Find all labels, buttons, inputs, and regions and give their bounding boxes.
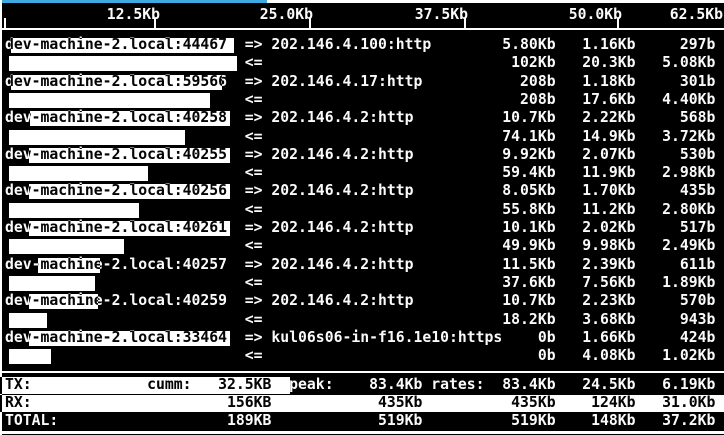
connection-7-rx-rate-bar <box>9 275 95 291</box>
scale-tick-mark <box>4 18 6 30</box>
window-bottom-border <box>0 431 724 434</box>
connection-6-rx-rate-bar <box>9 239 124 255</box>
summary-total: TOTAL: 189KB 519Kb 519Kb 148Kb 37.2Kb <box>0 412 724 431</box>
connection-9-rx-text: <= 0b 4.08Kb 1.02Kb <box>5 347 716 365</box>
connection-4-tx: dev-machine-2.local:40255 => 202.146.4.2… <box>0 146 724 165</box>
connection-2-tx: dev-machine-2.local:59566 => 202.146.4.1… <box>0 73 724 92</box>
summary-tx: TX: cumm: 32.5KB peak: 83.4Kb rates: 83.… <box>0 376 724 395</box>
scale-tick-label: 12.5Kb <box>106 6 160 23</box>
connection-8-tx: dev-machine-2.local:40259 => 202.146.4.2… <box>0 292 724 311</box>
summary-rx-rate-bar <box>0 394 724 412</box>
connection-3-tx: dev-machine-2.local:40258 => 202.146.4.2… <box>0 109 724 128</box>
window-top-border <box>267 0 724 3</box>
connection-6-tx: dev-machine-2.local:40261 => 202.146.4.2… <box>0 219 724 238</box>
connection-9-tx: dev-machine-2.local:33464 => kul06s06-in… <box>0 329 724 348</box>
connection-7-tx-text: dev-machine-2.local:40257 => 202.146.4.2… <box>5 255 716 273</box>
connection-7-rx-text: <= 37.6Kb 7.56Kb 1.89Kb <box>5 273 716 291</box>
connection-8-tx-rate-bar <box>29 294 98 310</box>
connection-9-tx-rate-bar <box>29 330 230 346</box>
scale-tick-mark <box>464 18 466 30</box>
connection-6-rx-text: <= 49.9Kb 9.98Kb 2.49Kb <box>5 237 716 255</box>
connection-7-tx: dev-machine-2.local:40257 => 202.146.4.2… <box>0 256 724 275</box>
scale-tick-label: 25.0Kb <box>259 6 313 23</box>
window-left-border <box>0 0 2 435</box>
connection-8-rx-text: <= 18.2Kb 3.68Kb 943b <box>5 310 716 328</box>
connection-3-rx: <= 74.1Kb 14.9Kb 3.72Kb <box>0 128 724 147</box>
summary-rx: RX: 156KB 435Kb 435Kb 124Kb 31.0Kb <box>0 394 724 413</box>
connection-5-tx: dev-machine-2.local:40256 => 202.146.4.2… <box>0 182 724 201</box>
connection-1-tx-rate-bar <box>11 38 234 53</box>
connection-7-rx: <= 37.6Kb 7.56Kb 1.89Kb <box>0 274 724 293</box>
connection-5-rx: <= 55.8Kb 11.2Kb 2.80Kb <box>0 201 724 220</box>
scale-tick-label: 37.5Kb <box>414 6 468 23</box>
connection-5-tx-rate-bar <box>29 184 230 200</box>
scale-tick-label: 62.5Kb <box>669 6 723 23</box>
connection-2-tx-rate-bar <box>11 74 222 90</box>
connection-9-rx: <= 0b 4.08Kb 1.02Kb <box>0 347 724 366</box>
connection-4-rx-rate-bar <box>9 166 148 182</box>
connection-3-rx-text: <= 74.1Kb 14.9Kb 3.72Kb <box>5 127 716 145</box>
connection-1-rx-rate-bar <box>9 56 237 72</box>
scale-tick-mark <box>309 18 311 30</box>
connection-7-tx-rate-bar <box>38 257 100 273</box>
window-top-border-accent <box>0 0 267 3</box>
connection-8-rx-rate-bar <box>9 312 47 328</box>
scale-tick-mark <box>617 18 619 30</box>
summary-total-text: TOTAL: 189KB 519Kb 519Kb 148Kb 37.2Kb <box>5 412 716 430</box>
connection-1-tx: dev-machine-2.local:44467 => 202.146.4.1… <box>0 36 724 55</box>
connection-2-rx-text: <= 208b 17.6Kb 4.40Kb <box>5 90 716 108</box>
connection-9-rx-rate-bar <box>9 349 51 365</box>
connection-1-rx-text: <= 102Kb 20.3Kb 5.08Kb <box>5 54 716 72</box>
connection-5-rx-text: <= 55.8Kb 11.2Kb 2.80Kb <box>5 200 716 218</box>
connection-4-tx-rate-bar <box>29 147 230 163</box>
connection-6-rx: <= 49.9Kb 9.98Kb 2.49Kb <box>0 237 724 256</box>
connection-4-rx-text: <= 59.4Kb 11.9Kb 2.98Kb <box>5 164 716 182</box>
summary-separator-line <box>0 371 724 373</box>
connection-6-tx-rate-bar <box>29 221 230 236</box>
scale-axis-line <box>0 28 724 30</box>
scale-tick-label: 50.0Kb <box>568 6 622 23</box>
connection-2-rx-rate-bar <box>9 92 210 108</box>
connection-5-rx-rate-bar <box>9 202 139 218</box>
scale-tick-mark <box>154 18 156 30</box>
connection-8-rx: <= 18.2Kb 3.68Kb 943b <box>0 311 724 330</box>
connection-4-rx: <= 59.4Kb 11.9Kb 2.98Kb <box>0 164 724 183</box>
connection-1-rx: <= 102Kb 20.3Kb 5.08Kb <box>0 54 724 73</box>
connection-8-tx-text: dev-machine-2.local:40259 => 202.146.4.2… <box>5 292 716 310</box>
connection-3-rx-rate-bar <box>9 129 185 145</box>
connection-2-rx: <= 208b 17.6Kb 4.40Kb <box>0 91 724 110</box>
connection-3-tx-rate-bar <box>30 111 230 127</box>
summary-tx-rate-bar <box>0 376 290 394</box>
